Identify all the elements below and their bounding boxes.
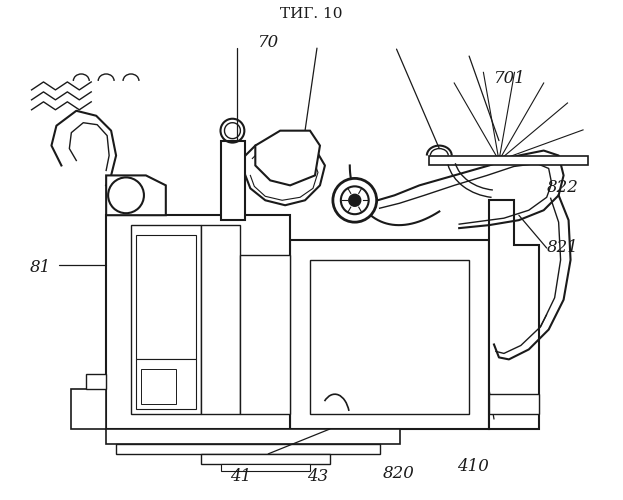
Polygon shape bbox=[221, 140, 245, 220]
Text: 701: 701 bbox=[494, 70, 526, 87]
Polygon shape bbox=[86, 374, 106, 389]
Polygon shape bbox=[221, 464, 310, 471]
Circle shape bbox=[108, 178, 144, 213]
Polygon shape bbox=[131, 225, 201, 414]
Polygon shape bbox=[106, 215, 290, 429]
Circle shape bbox=[349, 194, 361, 206]
Text: 410: 410 bbox=[457, 458, 488, 475]
Polygon shape bbox=[72, 389, 106, 429]
Polygon shape bbox=[489, 200, 539, 429]
Polygon shape bbox=[106, 176, 166, 215]
Text: 821: 821 bbox=[547, 239, 579, 256]
Polygon shape bbox=[136, 360, 196, 409]
Text: ΤИГ. 10: ΤИГ. 10 bbox=[280, 8, 343, 22]
Polygon shape bbox=[141, 370, 176, 404]
Polygon shape bbox=[201, 454, 330, 464]
Text: 70: 70 bbox=[257, 34, 278, 51]
Text: 41: 41 bbox=[230, 468, 251, 484]
Polygon shape bbox=[429, 156, 589, 166]
Circle shape bbox=[341, 186, 369, 214]
Polygon shape bbox=[240, 255, 290, 414]
Text: 81: 81 bbox=[30, 259, 51, 276]
Polygon shape bbox=[489, 394, 539, 414]
Circle shape bbox=[333, 178, 377, 222]
Text: 822: 822 bbox=[547, 180, 579, 196]
Polygon shape bbox=[255, 130, 320, 186]
Polygon shape bbox=[106, 429, 399, 444]
Polygon shape bbox=[201, 225, 240, 414]
Polygon shape bbox=[136, 235, 196, 360]
Polygon shape bbox=[116, 444, 379, 454]
Text: 43: 43 bbox=[307, 468, 328, 484]
Polygon shape bbox=[290, 240, 489, 429]
Text: 820: 820 bbox=[383, 466, 414, 482]
Polygon shape bbox=[310, 260, 469, 414]
